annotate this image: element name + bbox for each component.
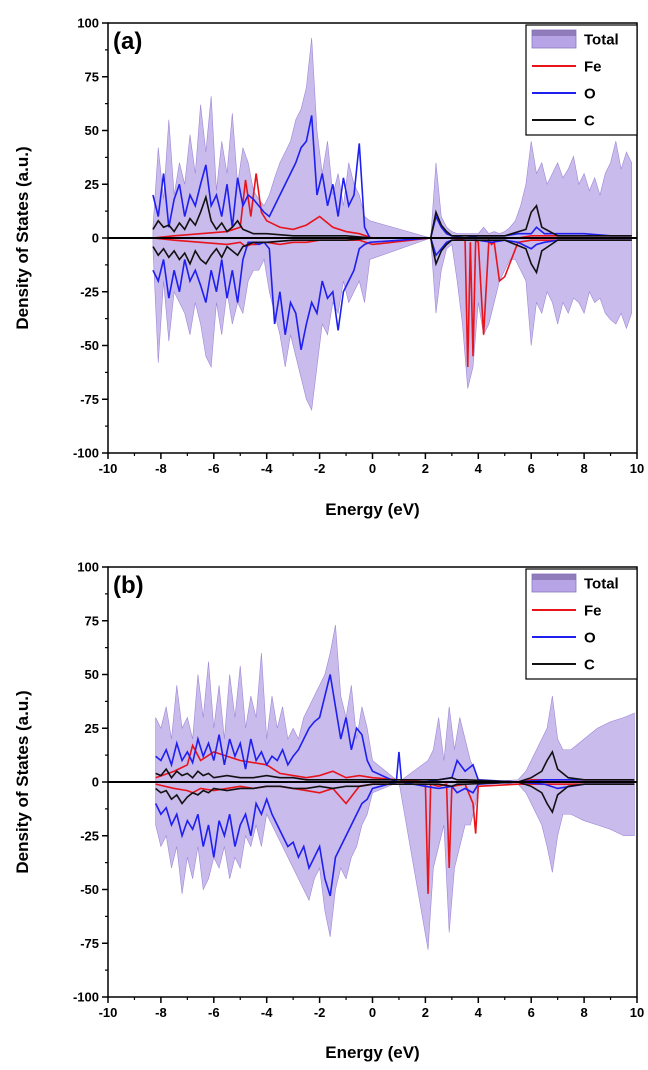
legend: Total Fe OC	[525, 568, 638, 680]
y-tick-label: -75	[80, 392, 99, 407]
x-tick-label: 2	[422, 1005, 429, 1020]
x-tick-label: -10	[99, 1005, 118, 1020]
series-c-lower	[155, 781, 635, 815]
legend-label-total: Total	[584, 32, 619, 49]
x-axis-title: Energy (eV)	[325, 1043, 419, 1062]
x-tick-label: -2	[314, 461, 326, 476]
series-total-area	[152, 38, 633, 412]
x-tick-label: 8	[580, 461, 587, 476]
y-tick-label: 75	[85, 613, 99, 628]
x-tick-label: 10	[630, 1005, 644, 1020]
y-tick-label: 50	[85, 667, 99, 682]
y-tick-label: -100	[73, 446, 99, 461]
x-tick-label: 10	[630, 461, 644, 476]
y-axis-title: Density of States (a.u.)	[13, 146, 32, 329]
series-c-upper	[155, 749, 635, 783]
x-tick-label: 6	[528, 461, 535, 476]
y-tick-label: 0	[92, 231, 99, 246]
legend-label-fe: Fe	[584, 603, 602, 620]
y-tick-label: -100	[73, 990, 99, 1005]
x-tick-label: -6	[208, 461, 220, 476]
legend-label-o: O	[584, 86, 596, 103]
x-tick-label: -10	[99, 461, 118, 476]
panel-label: (b)	[113, 572, 144, 599]
y-axis-title: Density of States (a.u.)	[13, 690, 32, 873]
x-tick-label: 6	[528, 1005, 535, 1020]
x-tick-label: -4	[261, 461, 273, 476]
legend-label-c: C	[584, 657, 595, 674]
x-tick-label: 8	[580, 1005, 587, 1020]
chart-panel-1: -10 -8 -6 -4 -2 0 2 4 6 8 10 -100 -75 -50 -25 0 25 50 75 10…	[13, 16, 644, 520]
panel-label: (a)	[113, 28, 142, 55]
x-tick-label: 0	[369, 461, 376, 476]
legend-label-c: C	[584, 113, 595, 130]
x-tick-label: -2	[314, 1005, 326, 1020]
series-c-upper	[152, 194, 632, 239]
y-tick-label: 100	[77, 16, 99, 31]
y-tick-label: -75	[80, 936, 99, 951]
x-tick-label: 2	[422, 461, 429, 476]
y-tick-label: 50	[85, 123, 99, 138]
y-tick-label: -50	[80, 338, 99, 353]
x-tick-label: 4	[475, 1005, 483, 1020]
legend-label-o: O	[584, 630, 596, 647]
y-tick-label: -50	[80, 882, 99, 897]
x-tick-label: 0	[369, 1005, 376, 1020]
x-tick-label: -4	[261, 1005, 273, 1020]
legend: Total Fe OC	[525, 24, 638, 136]
x-tick-label: -8	[155, 1005, 167, 1020]
series-o-upper	[155, 674, 635, 784]
chart-panel-2: -10 -8 -6 -4 -2 0 2 4 6 8 10 -100 -75 -50 -25 0 25 50 75 10…	[13, 560, 644, 1063]
y-tick-label: 25	[85, 721, 99, 736]
series-o-lower	[154, 781, 635, 897]
legend-swatch-total-shade	[532, 30, 576, 36]
x-tick-label: 4	[475, 461, 483, 476]
legend-label-total: Total	[584, 576, 619, 593]
y-tick-label: 75	[85, 69, 99, 84]
y-tick-label: -25	[80, 284, 99, 299]
y-tick-label: 0	[92, 775, 99, 790]
y-tick-label: 25	[85, 177, 99, 192]
y-tick-label: 100	[77, 560, 99, 575]
legend-swatch-total-shade	[532, 574, 576, 580]
legend-label-fe: Fe	[584, 59, 602, 76]
plot-area	[154, 624, 635, 950]
y-tick-label: -25	[80, 828, 99, 843]
series-c-lower	[152, 237, 632, 275]
x-tick-label: -6	[208, 1005, 220, 1020]
x-axis-title: Energy (eV)	[325, 500, 419, 519]
x-tick-label: -8	[155, 461, 167, 476]
